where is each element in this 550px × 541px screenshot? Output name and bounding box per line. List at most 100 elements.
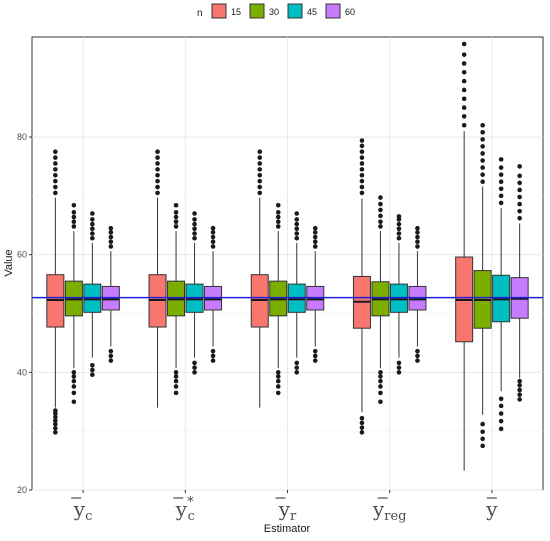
outlier-point xyxy=(359,167,365,172)
outlier-point xyxy=(155,149,160,155)
outlier-point xyxy=(461,69,467,75)
y-axis-title: Value xyxy=(3,249,15,276)
outlier-point xyxy=(396,360,402,366)
outlier-point xyxy=(257,167,263,172)
outlier-point xyxy=(275,370,281,375)
outlier-point xyxy=(378,201,383,207)
legend-item-45: 45 xyxy=(287,3,317,19)
outlier-point xyxy=(71,378,77,384)
box-30-cat-5 xyxy=(473,122,492,449)
outlier-point xyxy=(275,214,281,220)
outlier-point xyxy=(378,399,383,405)
outlier-point xyxy=(155,155,160,160)
outlier-point xyxy=(108,234,114,240)
legend-title: n xyxy=(197,8,203,19)
outlier-point xyxy=(480,137,485,142)
outlier-point xyxy=(275,390,281,396)
outlier-point xyxy=(192,217,197,222)
outlier-point xyxy=(108,358,114,363)
outlier-point xyxy=(71,399,77,405)
legend-label: 45 xyxy=(307,7,317,17)
outlier-point xyxy=(155,167,160,172)
outlier-point xyxy=(294,221,300,227)
outlier-point xyxy=(480,172,485,177)
outlier-point xyxy=(480,144,485,149)
outlier-point xyxy=(461,52,467,57)
outlier-point xyxy=(53,408,58,413)
outlier-point xyxy=(415,244,420,249)
outlier-point xyxy=(53,184,58,190)
outlier-point xyxy=(53,190,58,196)
outlier-point xyxy=(378,213,383,219)
outlier-point xyxy=(359,420,365,426)
outlier-point xyxy=(378,384,383,389)
outlier-point xyxy=(192,365,197,370)
outlier-point xyxy=(480,429,485,435)
outlier-point xyxy=(108,225,114,231)
x-tick-label: yc xyxy=(73,497,93,524)
box-30-cat-1 xyxy=(64,202,83,405)
outlier-point xyxy=(53,414,58,420)
outlier-point xyxy=(275,384,281,389)
legend-swatch xyxy=(287,3,303,19)
outlier-point xyxy=(498,418,504,424)
outlier-point xyxy=(517,387,522,393)
outlier-point xyxy=(173,219,179,225)
outlier-point xyxy=(396,226,402,232)
outlier-point xyxy=(192,370,197,375)
outlier-point xyxy=(210,358,216,363)
x-tick-label: yreg xyxy=(372,497,407,524)
outlier-point xyxy=(359,178,365,184)
outlier-point xyxy=(480,130,485,135)
outlier-point xyxy=(396,221,402,227)
outlier-point xyxy=(71,390,77,396)
outlier-point xyxy=(517,382,522,388)
outlier-point xyxy=(498,157,504,162)
outlier-point xyxy=(415,358,420,363)
outlier-point xyxy=(210,230,216,235)
x-tick-label: yr xyxy=(278,497,297,524)
outlier-point xyxy=(415,230,420,235)
outlier-point xyxy=(461,96,467,102)
outlier-point xyxy=(378,370,383,375)
outlier-point xyxy=(275,210,281,215)
outlier-point xyxy=(90,235,95,241)
outlier-point xyxy=(396,235,402,241)
outlier-point xyxy=(517,173,522,179)
x-tick-label-subscript: c xyxy=(85,509,92,524)
outlier-point xyxy=(90,211,95,216)
box-15-cat-1 xyxy=(46,149,65,435)
legend-label: 30 xyxy=(269,7,279,17)
box-15-cat-3 xyxy=(250,149,269,408)
outlier-point xyxy=(378,374,383,379)
box-15-cat-2 xyxy=(148,149,167,408)
outlier-point xyxy=(378,378,383,384)
outlier-point xyxy=(415,225,420,231)
outlier-point xyxy=(461,61,467,66)
outlier-point xyxy=(415,348,420,354)
outlier-point xyxy=(155,161,160,166)
outlier-point xyxy=(108,353,114,359)
outlier-point xyxy=(173,390,179,396)
box-30-cat-4 xyxy=(371,195,390,405)
outlier-point xyxy=(108,244,114,249)
boxes xyxy=(46,41,529,471)
outlier-point xyxy=(257,155,263,160)
outlier-point xyxy=(312,239,318,245)
outlier-point xyxy=(498,411,504,416)
outlier-point xyxy=(461,78,467,84)
legend-swatch xyxy=(325,3,341,19)
outlier-point xyxy=(210,348,216,354)
outlier-point xyxy=(461,87,467,93)
outlier-point xyxy=(294,235,300,241)
outlier-point xyxy=(294,211,300,216)
outlier-point xyxy=(359,190,365,196)
outlier-point xyxy=(90,231,95,236)
legend-label: 60 xyxy=(345,7,355,17)
outlier-point xyxy=(359,161,365,166)
outlier-point xyxy=(53,172,58,178)
outlier-point xyxy=(396,370,402,375)
outlier-point xyxy=(498,179,504,185)
x-tick-label-superscript: * xyxy=(187,495,194,510)
outlier-point xyxy=(396,365,402,370)
